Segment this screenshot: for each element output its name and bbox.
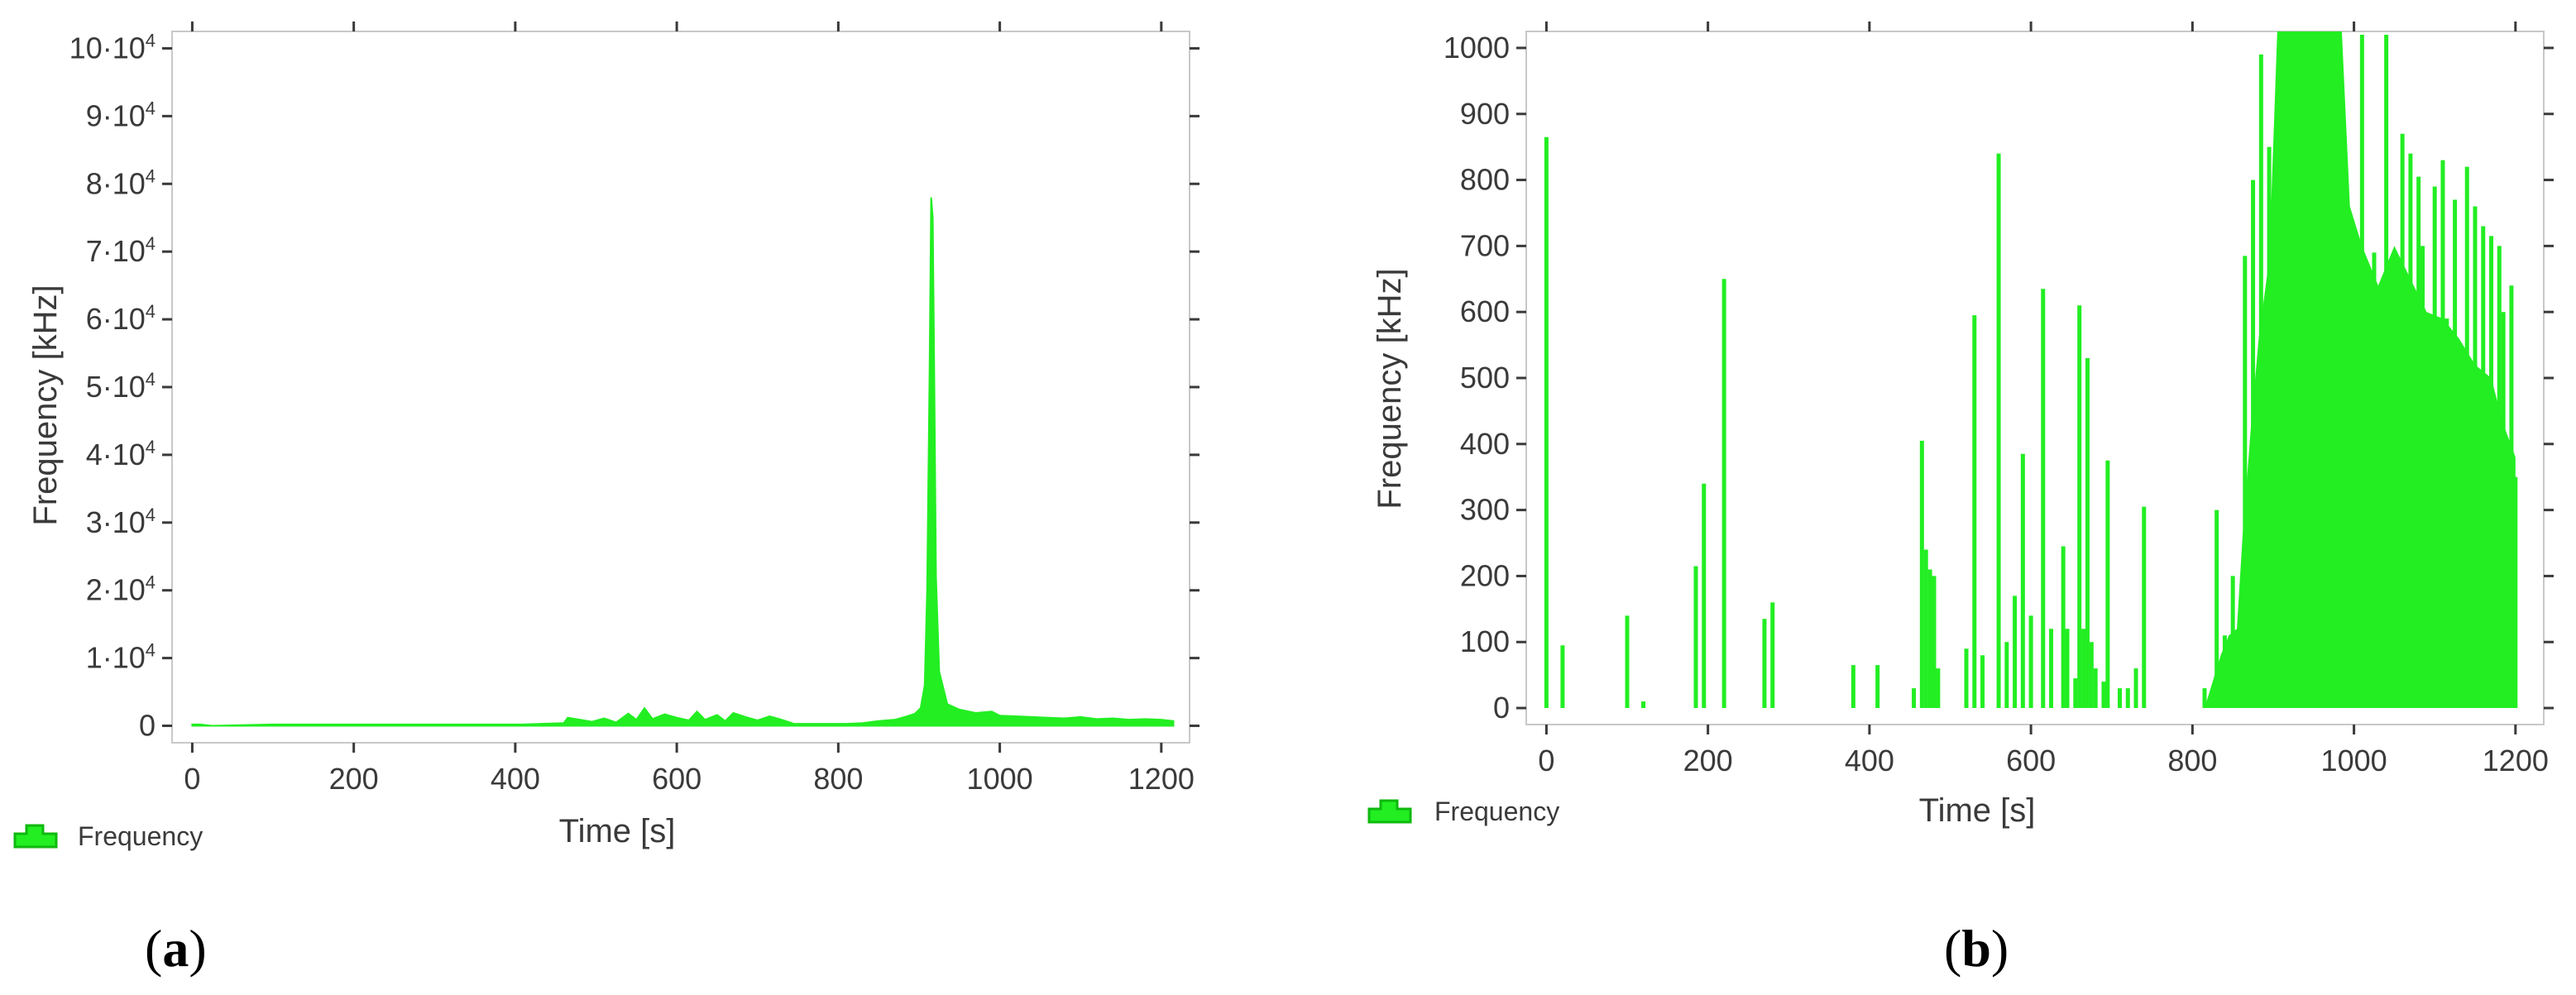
y-tick-label: 0 — [139, 709, 156, 743]
y-tick-base: 5·10 — [86, 370, 146, 404]
y-tick-label: 0 — [1493, 691, 1510, 725]
x-tick-label: 800 — [813, 762, 863, 796]
x-tick-label: 200 — [329, 762, 379, 796]
y-tick-base: 1·10 — [86, 641, 146, 675]
legend-b: Frequency — [1367, 796, 1559, 826]
legend-a: Frequency — [13, 821, 203, 851]
axes-b: 0 200 400 600 800 1000 1200 0 100 200 300 400 500 600… — [1444, 22, 2554, 777]
y-axis-title-a: Frequency [kHz] — [27, 285, 64, 525]
y-axis-title-b: Frequency [kHz] — [1372, 268, 1408, 509]
legend-label-b: Frequency — [1434, 796, 1559, 826]
chart-panel-b: 0 200 400 600 800 1000 1200 0 100 200 300 400 500 600… — [1367, 22, 2554, 978]
x-tick-label: 0 — [1538, 744, 1554, 777]
x-tick-label: 1000 — [2321, 744, 2387, 777]
y-tick-base: 2·10 — [86, 573, 146, 607]
plot-area-a — [171, 31, 1190, 744]
y-tick-label: 9·104 — [86, 98, 156, 132]
y-tick-base: 8·10 — [86, 166, 146, 200]
y-tick-label: 1000 — [1444, 31, 1510, 65]
y-tick-label: 200 — [1460, 558, 1510, 592]
y-tick-label: 1·104 — [86, 640, 156, 675]
y-tick-base: 3·10 — [86, 505, 146, 539]
y-tick-label: 8·104 — [86, 165, 156, 200]
x-tick-label: 1200 — [2483, 744, 2549, 777]
x-axis-title-b: Time [s] — [1919, 792, 2036, 829]
y-tick-label: 10·104 — [69, 30, 156, 65]
y-tick-label: 800 — [1460, 163, 1510, 197]
y-tick-label: 900 — [1460, 97, 1510, 131]
y-tick-exponent: 4 — [146, 437, 156, 457]
y-tick-exponent: 4 — [146, 505, 156, 525]
histogram-icon — [13, 824, 58, 849]
y-tick-label: 7·104 — [86, 233, 156, 268]
series-frequency-b — [1544, 31, 2518, 709]
y-tick-exponent: 4 — [146, 572, 156, 593]
panel-label-a: (a) — [145, 919, 207, 978]
y-tick-label: 2·104 — [86, 572, 156, 607]
y-tick-base: 4·10 — [86, 438, 146, 471]
y-tick-exponent: 4 — [146, 233, 156, 254]
panel-label-b: (b) — [1944, 919, 2009, 978]
y-tick-base: 9·10 — [86, 98, 146, 132]
x-tick-label: 0 — [184, 762, 200, 796]
y-tick-label: 300 — [1460, 493, 1510, 527]
x-tick-label: 600 — [2006, 744, 2056, 777]
x-tick-label: 200 — [1683, 744, 1733, 777]
y-tick-label: 100 — [1460, 624, 1510, 658]
y-tick-label: 6·104 — [86, 301, 156, 336]
area-frequency-a — [191, 197, 1175, 727]
y-tick-label: 400 — [1460, 427, 1510, 461]
y-tick-label: 700 — [1460, 228, 1510, 262]
x-tick-label: 400 — [1845, 744, 1894, 777]
y-tick-exponent: 4 — [146, 301, 156, 322]
y-tick-exponent: 4 — [146, 640, 156, 661]
x-tick-label: 1000 — [967, 762, 1033, 796]
y-tick-label: 5·104 — [86, 369, 156, 404]
x-tick-label: 1200 — [1128, 762, 1195, 796]
y-tick-label: 600 — [1460, 294, 1510, 328]
legend-label-a: Frequency — [78, 821, 203, 851]
y-tick-label: 3·104 — [86, 505, 156, 539]
y-tick-exponent: 4 — [146, 165, 156, 186]
x-tick-label: 800 — [2167, 744, 2217, 777]
y-tick-base: 10·10 — [69, 31, 146, 65]
y-tick-exponent: 4 — [146, 98, 156, 118]
series-frequency-a — [191, 197, 1175, 727]
y-tick-base: 0 — [139, 709, 156, 743]
x-axis-title-a: Time [s] — [559, 813, 676, 849]
histogram-icon — [1367, 799, 1412, 824]
y-tick-exponent: 4 — [146, 369, 156, 390]
y-tick-exponent: 4 — [146, 30, 156, 50]
x-tick-label: 600 — [652, 762, 701, 796]
y-tick-label: 500 — [1460, 361, 1510, 395]
y-tick-label: 4·104 — [86, 437, 156, 471]
axes-a: 0 200 400 600 800 1000 120001·1042·1043·1044·1… — [69, 22, 1199, 796]
chart-panel-a: 0 200 400 600 800 1000 120001·1042·1043·1044·1… — [13, 22, 1199, 978]
y-tick-base: 6·10 — [86, 302, 146, 336]
x-tick-label: 400 — [491, 762, 540, 796]
y-tick-base: 7·10 — [86, 234, 146, 268]
